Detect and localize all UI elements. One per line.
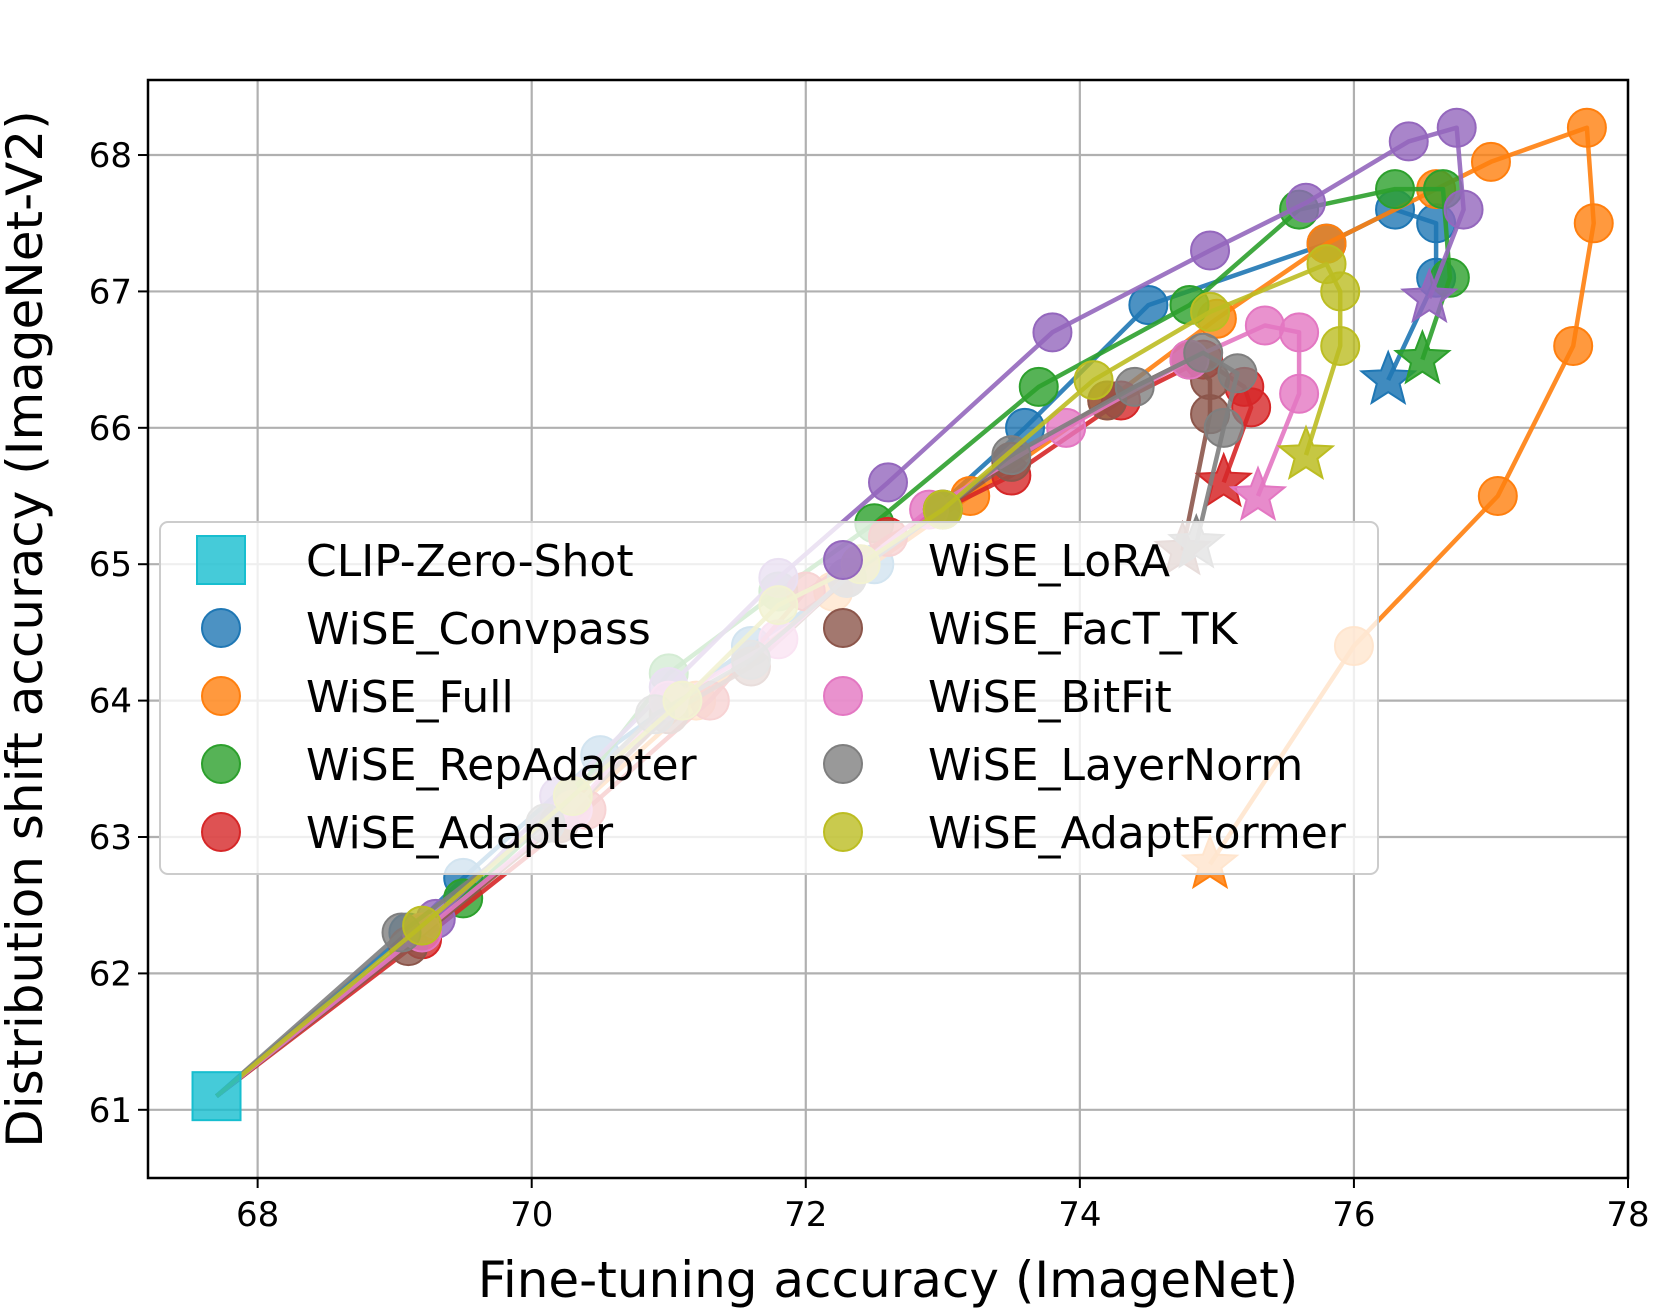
data-point <box>1128 285 1169 326</box>
data-point <box>1073 360 1114 401</box>
data-point <box>1279 312 1320 353</box>
x-tick-label: 68 <box>236 1195 279 1235</box>
end-star-marker <box>1276 424 1336 480</box>
legend-label: WiSE_BitFit <box>928 672 1172 723</box>
data-point <box>1018 366 1059 407</box>
y-tick-label: 63 <box>89 818 132 858</box>
legend-label: WiSE_FacT_TK <box>928 604 1239 655</box>
legend-marker <box>823 540 863 580</box>
legend-marker <box>823 608 863 648</box>
x-tick-label: 72 <box>784 1195 827 1235</box>
zero-shot-marker <box>191 1071 242 1122</box>
y-tick-label: 64 <box>89 682 132 722</box>
legend-box <box>159 521 1379 875</box>
plot-frame <box>146 78 1630 1180</box>
y-axis-label: Distribution shift accuracy (ImageNet-V2… <box>0 110 54 1147</box>
legend-label: WiSE_LoRA <box>928 536 1170 587</box>
data-point <box>1244 305 1285 346</box>
data-point <box>1231 387 1272 428</box>
legend-item-wise-repadapter: WiSE_RepAdapter <box>201 740 698 791</box>
legend-marker <box>201 744 241 784</box>
data-point <box>1436 107 1477 148</box>
data-point <box>1566 107 1607 148</box>
legend-marker <box>823 676 863 716</box>
legend-item-wise-adaptformer: WiSE_AdaptFormer <box>823 808 1347 859</box>
data-point <box>1032 312 1073 353</box>
data-point <box>1217 353 1258 394</box>
legend-label: WiSE_Adapter <box>306 808 614 859</box>
data-point <box>1443 189 1484 230</box>
legend-label: WiSE_AdaptFormer <box>928 808 1347 859</box>
legend-marker <box>823 744 863 784</box>
x-tick-label: 78 <box>1606 1195 1649 1235</box>
y-tick-label: 62 <box>89 954 132 994</box>
legend-marker <box>196 535 246 585</box>
data-point <box>1320 325 1361 366</box>
legend-marker <box>823 812 863 852</box>
data-point <box>1190 230 1231 271</box>
legend-item-wise-full: WiSE_Full <box>201 672 514 723</box>
end-star-marker <box>1194 451 1254 508</box>
legend-item-wise-convpass: WiSE_Convpass <box>201 604 651 655</box>
x-tick-label: 70 <box>510 1195 553 1235</box>
legend-label: CLIP-Zero-Shot <box>306 536 634 587</box>
data-point <box>1190 291 1231 332</box>
legend-label: WiSE_Full <box>306 672 514 723</box>
y-tick-label: 65 <box>89 545 132 585</box>
x-axis-label: Fine-tuning accuracy (ImageNet) <box>478 1251 1299 1308</box>
y-tick-label: 67 <box>89 272 132 312</box>
data-point <box>1375 169 1416 210</box>
data-point <box>1114 366 1155 407</box>
legend-marker <box>201 608 241 648</box>
end-star-marker <box>1400 267 1459 324</box>
end-star-marker <box>1393 328 1452 385</box>
legend-item-wise-bitfit: WiSE_BitFit <box>823 672 1172 723</box>
data-point <box>1320 271 1361 312</box>
y-tick-label: 68 <box>89 136 132 176</box>
legend-item-clip-zero-shot: CLIP-Zero-Shot <box>196 535 634 587</box>
data-point <box>1183 332 1224 373</box>
data-point <box>402 905 443 946</box>
y-tick-label: 61 <box>89 1091 132 1131</box>
data-point <box>868 462 908 503</box>
legend-item-wise-adapter: WiSE_Adapter <box>201 808 614 859</box>
legend-label: WiSE_LayerNorm <box>928 740 1303 791</box>
data-point <box>1203 407 1244 448</box>
data-point <box>1470 141 1511 182</box>
legend: CLIP-Zero-Shot WiSE_Convpass WiSE_Full WiSE… <box>159 521 1379 875</box>
y-tick-label: 66 <box>89 409 132 449</box>
legend-label: WiSE_Convpass <box>306 604 651 655</box>
x-tick-label: 74 <box>1058 1195 1101 1235</box>
legend-item-wise-layernorm: WiSE_LayerNorm <box>823 740 1303 791</box>
axis-ticks: 68 70 72 74 76 78 61 62 63 64 65 66 67 68 <box>89 136 1650 1235</box>
legend-item-wise-lora: WiSE_LoRA <box>823 536 1170 587</box>
data-point <box>1388 121 1429 162</box>
legend-label: WiSE_RepAdapter <box>306 740 698 791</box>
end-star-marker <box>1228 465 1288 521</box>
data-point <box>1553 325 1594 366</box>
legend-marker <box>201 812 241 852</box>
data-point <box>1279 373 1320 414</box>
legend-item-wise-fact-tk: WiSE_FacT_TK <box>823 604 1239 655</box>
x-tick-label: 76 <box>1332 1195 1375 1235</box>
legend-marker <box>201 676 241 716</box>
data-point <box>1477 476 1518 517</box>
data-point <box>1285 182 1326 223</box>
data-point <box>1573 203 1614 244</box>
